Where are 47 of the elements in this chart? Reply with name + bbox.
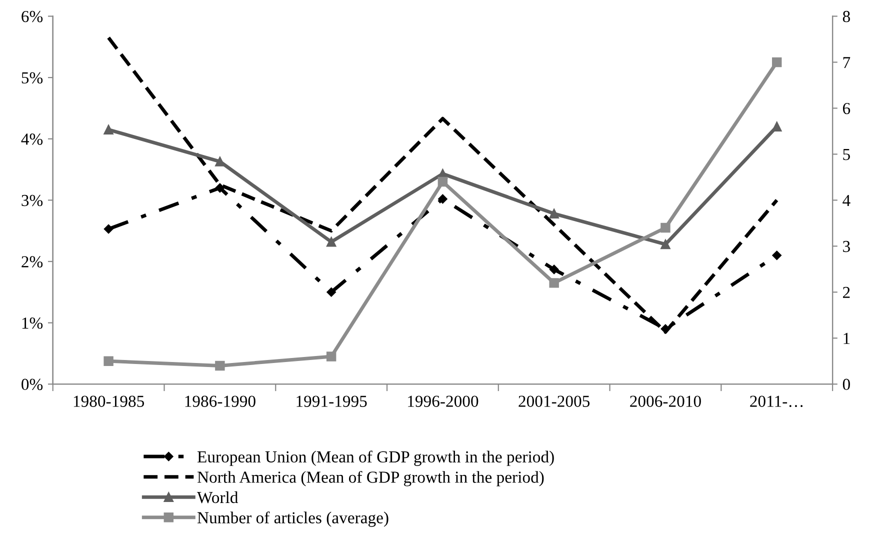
point <box>660 239 670 250</box>
x-tick-label: 1980-1985 <box>74 396 144 407</box>
y2-tick-label: 6 <box>842 102 850 114</box>
legend-label: World <box>197 491 238 504</box>
legend-label: European Union (Mean of GDP growth in the period) <box>197 450 554 466</box>
point <box>438 176 448 187</box>
y-tick-label: 3% <box>22 194 43 206</box>
x-tick-label: 2011-… <box>750 396 803 408</box>
y-tick-label: 6% <box>22 10 43 22</box>
point <box>660 222 670 233</box>
y2-tick-label: 7 <box>843 57 850 68</box>
point <box>772 250 782 260</box>
point <box>438 194 448 204</box>
y2-tick-label: 1 <box>844 332 850 344</box>
point <box>215 183 225 193</box>
y2-tick-label: 3 <box>843 240 850 252</box>
point <box>104 124 114 135</box>
legend-label: Number of articles (average) <box>197 511 388 527</box>
y2-tick-label: 5 <box>843 149 850 160</box>
y2-tick-label: 8 <box>842 10 850 22</box>
x-tick-label: 2006-2010 <box>630 396 701 407</box>
y-tick-label: 4% <box>21 134 43 145</box>
x-tick-label: 1996-2000 <box>408 396 478 407</box>
line-series <box>106 36 779 334</box>
y-tick-label: 2% <box>22 256 43 268</box>
point <box>104 356 114 366</box>
point <box>549 278 559 288</box>
y-tick-label: 1% <box>22 317 43 329</box>
point <box>215 360 225 371</box>
y2-tick-label: 4 <box>842 194 850 206</box>
x-tick-label: 1991-1995 <box>296 396 367 407</box>
point <box>326 288 336 297</box>
point <box>549 264 559 274</box>
point <box>326 237 336 247</box>
point <box>104 224 114 234</box>
point <box>772 57 782 68</box>
y-tick-label: 0% <box>22 378 43 390</box>
point <box>215 156 225 166</box>
y-tick-label: 5% <box>22 72 43 84</box>
point <box>772 122 782 132</box>
x-tick-label: 1986-1990 <box>185 396 256 407</box>
x-tick-label: 2001-2005 <box>518 396 590 407</box>
y2-tick-label: 0 <box>842 378 850 390</box>
legend-label: North America (Mean of GDP growth in the period) <box>197 470 544 486</box>
point <box>326 352 336 362</box>
y2-tick-label: 2 <box>843 286 850 298</box>
point <box>549 208 559 219</box>
